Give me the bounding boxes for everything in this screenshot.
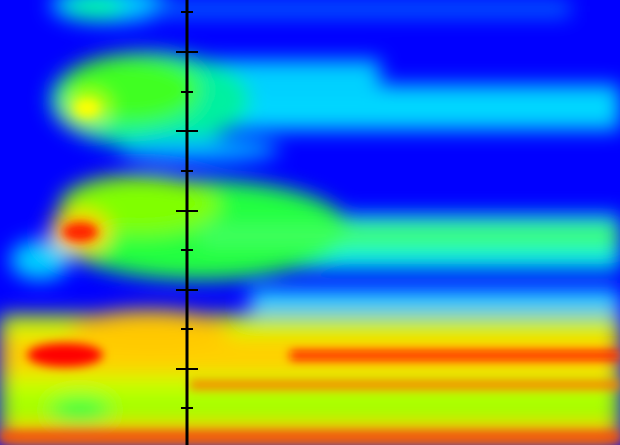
heat-peaks	[0, 100, 620, 442]
axis	[176, 0, 198, 445]
